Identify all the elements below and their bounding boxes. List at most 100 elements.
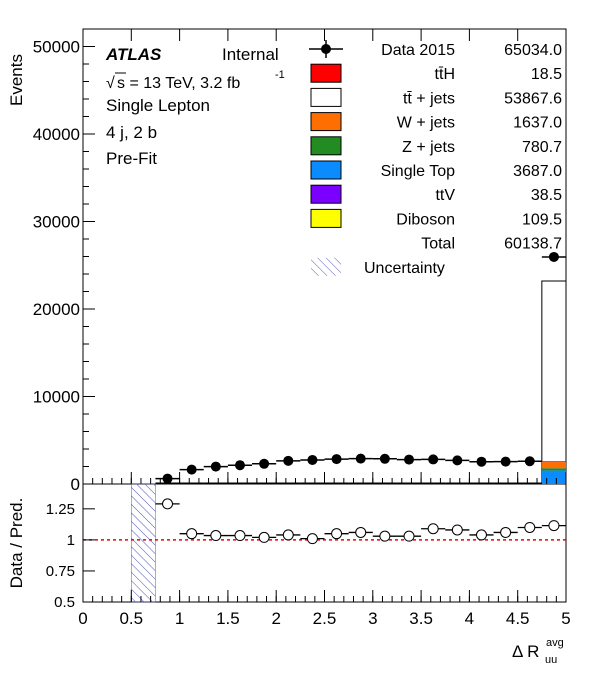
legend-label: Single Top bbox=[381, 163, 456, 180]
legend-marker-data-dot bbox=[321, 44, 331, 54]
y-axis-title: Events bbox=[7, 54, 26, 106]
ratio-point bbox=[500, 526, 512, 538]
ratio-x-tick-label: 0.5 bbox=[119, 609, 143, 628]
legend-value: 53867.6 bbox=[504, 90, 562, 107]
data-point bbox=[379, 453, 390, 464]
legend-label: Uncertainty bbox=[364, 260, 445, 277]
ratio-point bbox=[475, 529, 487, 541]
data-point bbox=[162, 473, 173, 484]
mc-w-jets-bar bbox=[541, 462, 566, 469]
ratio-y-axis-title: Data / Pred. bbox=[7, 498, 26, 589]
legend-label: tt̄H bbox=[435, 66, 455, 83]
ratio-point bbox=[186, 528, 198, 540]
data-point bbox=[548, 251, 559, 262]
x-axis-title: Δ R avg uu bbox=[512, 637, 564, 666]
y-tick-label: 0 bbox=[71, 475, 80, 494]
data-point bbox=[283, 455, 294, 466]
legend-label: ttV bbox=[435, 187, 455, 204]
legend-swatch bbox=[310, 136, 342, 156]
y-tick-label: 50000 bbox=[33, 38, 80, 57]
mc-single-top-bar bbox=[541, 470, 566, 484]
ratio-x-tick-label: 1 bbox=[175, 609, 184, 628]
ratio-point bbox=[451, 524, 463, 536]
data-point bbox=[476, 456, 487, 467]
ratio-point bbox=[548, 520, 560, 532]
ratio-uncertainty-band bbox=[131, 483, 156, 603]
data-point bbox=[186, 464, 197, 475]
ratio-point bbox=[427, 523, 439, 535]
stage-label: Pre-Fit bbox=[106, 149, 157, 168]
data-point bbox=[331, 454, 342, 465]
mc-ttbar-bar bbox=[541, 280, 567, 485]
ratio-x-tick-label: 2.5 bbox=[313, 609, 337, 628]
ratio-point bbox=[258, 531, 270, 543]
legend-swatch bbox=[310, 160, 342, 180]
data-point bbox=[234, 460, 245, 471]
ratio-y-tick-label: 1 bbox=[67, 532, 75, 549]
mc-tth-bar bbox=[541, 461, 566, 463]
energy-label: √ s = 13 TeV, 3.2 fb -1 bbox=[106, 69, 285, 92]
ratio-y-tick-label: 0.75 bbox=[46, 563, 75, 580]
data-point bbox=[452, 455, 463, 466]
ratio-x-tick-label: 0 bbox=[78, 609, 87, 628]
ratio-point bbox=[306, 533, 318, 545]
legend-swatch bbox=[310, 87, 342, 107]
ratio-x-tick-label: 1.5 bbox=[216, 609, 240, 628]
energy-sup: -1 bbox=[275, 69, 285, 81]
legend-swatch bbox=[310, 112, 342, 132]
legend-swatch-uncertainty bbox=[311, 257, 341, 276]
data-point bbox=[355, 453, 366, 464]
energy-text: s = 13 TeV, 3.2 fb bbox=[117, 75, 240, 92]
ratio-point bbox=[403, 530, 415, 542]
data-point bbox=[259, 458, 270, 469]
legend-value: 109.5 bbox=[522, 211, 562, 228]
legend-value: 38.5 bbox=[531, 187, 562, 204]
data-point bbox=[210, 461, 221, 472]
ratio-point bbox=[379, 530, 391, 542]
legend-value: 3687.0 bbox=[513, 163, 562, 180]
legend-label: Diboson bbox=[396, 211, 455, 228]
legend-swatch bbox=[310, 63, 342, 83]
ratio-x-tick-label: 2 bbox=[271, 609, 280, 628]
ratio-point bbox=[355, 526, 367, 538]
legend-swatch bbox=[310, 208, 342, 228]
internal-label: Internal bbox=[222, 45, 279, 64]
region-label: 4 j, 2 b bbox=[106, 123, 157, 142]
x-axis-title-sup: avg bbox=[546, 637, 564, 649]
legend-value: 780.7 bbox=[522, 139, 562, 156]
y-tick-label: 40000 bbox=[33, 125, 80, 144]
ratio-x-tick-label: 4 bbox=[465, 609, 474, 628]
x-axis-title-main: Δ R bbox=[512, 642, 539, 661]
data-point bbox=[500, 456, 511, 467]
sqrt-symbol: √ bbox=[106, 75, 115, 92]
ratio-point bbox=[162, 498, 174, 510]
channel-label: Single Lepton bbox=[106, 96, 210, 115]
ratio-x-tick-label: 3.5 bbox=[409, 609, 433, 628]
data-point bbox=[307, 454, 318, 465]
legend-value: 1637.0 bbox=[513, 115, 562, 132]
y-tick-label: 30000 bbox=[33, 213, 80, 232]
ratio-x-tick-label: 4.5 bbox=[506, 609, 530, 628]
y-tick-label: 20000 bbox=[33, 300, 80, 319]
legend-value: 18.5 bbox=[531, 66, 562, 83]
data-point bbox=[404, 454, 415, 465]
ratio-point bbox=[210, 530, 222, 542]
legend-value: 60138.7 bbox=[504, 236, 562, 253]
x-axis-title-sub: uu bbox=[545, 654, 557, 666]
atlas-label: ATLAS bbox=[105, 45, 162, 64]
mc-z-jets-bar bbox=[541, 468, 566, 471]
ratio-point bbox=[331, 528, 343, 540]
legend-value: 65034.0 bbox=[504, 42, 562, 59]
legend-swatch bbox=[310, 184, 342, 204]
y-tick-label: 10000 bbox=[33, 388, 80, 407]
legend-label: Total bbox=[421, 236, 455, 253]
ratio-x-tick-label: 3 bbox=[368, 609, 377, 628]
data-point bbox=[428, 454, 439, 465]
ratio-point bbox=[524, 521, 536, 533]
legend-label: Data 2015 bbox=[381, 42, 455, 59]
legend-label: W + jets bbox=[397, 115, 455, 132]
legend-label: Z + jets bbox=[402, 139, 455, 156]
data-point bbox=[524, 456, 535, 467]
